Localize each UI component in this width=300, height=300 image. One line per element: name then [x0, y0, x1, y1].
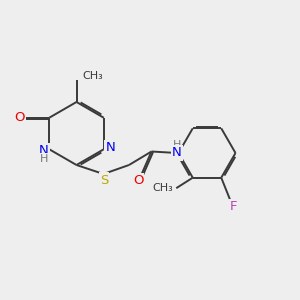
Text: N: N	[39, 144, 49, 157]
Text: N: N	[106, 141, 115, 154]
Text: CH₃: CH₃	[82, 71, 103, 81]
Text: N: N	[172, 146, 182, 160]
Text: CH₃: CH₃	[152, 183, 173, 193]
Text: S: S	[100, 173, 108, 187]
Text: H: H	[173, 140, 181, 150]
Text: O: O	[14, 111, 25, 124]
Text: O: O	[133, 174, 143, 188]
Text: H: H	[40, 154, 48, 164]
Text: F: F	[230, 200, 238, 213]
